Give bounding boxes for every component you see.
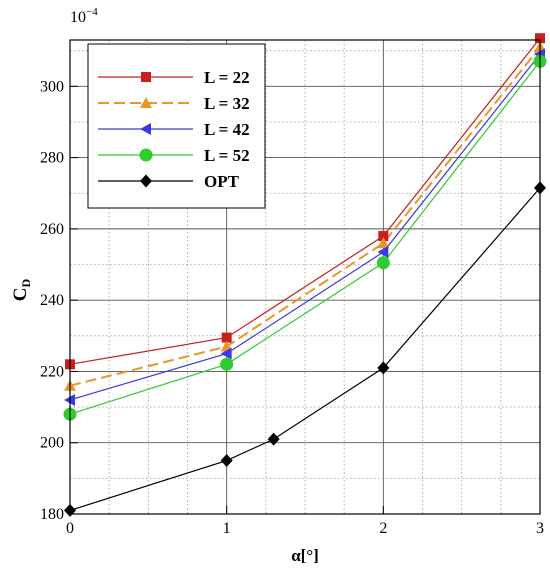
- plot-frame: [69, 39, 541, 515]
- legend-marker-3: [139, 148, 153, 162]
- data-point-3: [376, 256, 390, 270]
- series-line-1: [69, 46, 541, 387]
- series-line-0: [69, 37, 541, 365]
- axis-ticks: [69, 85, 541, 515]
- series-markers: [63, 33, 547, 517]
- series-line-2: [69, 53, 541, 401]
- y-axis-title: CD: [10, 278, 33, 301]
- data-point-1: [377, 237, 390, 249]
- y-multiplier: 10−4: [70, 6, 98, 26]
- x-axis-title: α[°]: [291, 546, 319, 565]
- data-point-0: [378, 231, 389, 242]
- legend-marker-0: [141, 72, 151, 82]
- x-tick-label: 0: [66, 520, 74, 537]
- legend-marker-1: [140, 97, 152, 108]
- x-tick-label: 3: [536, 520, 544, 537]
- data-point-2: [220, 347, 232, 360]
- legend-label-0: L = 22: [204, 68, 250, 87]
- data-point-4: [377, 361, 390, 375]
- y-tick-label: 280: [40, 150, 64, 167]
- data-point-2: [377, 246, 389, 259]
- legend: L = 22 L = 32 L = 42 L = 52 OPT: [87, 43, 266, 209]
- x-tick-label: 2: [379, 520, 387, 537]
- y-tick-label: 240: [40, 292, 64, 309]
- data-point-4: [267, 432, 280, 446]
- y-axis-title-sub: D: [19, 278, 33, 287]
- tick-labels: 0 1 2 3 180 200 220 240 260 280 300: [40, 78, 544, 537]
- y-tick-label: 260: [40, 221, 64, 238]
- legend-label-2: L = 42: [204, 120, 250, 139]
- series-line-3: [69, 61, 541, 415]
- data-point-0: [221, 332, 232, 343]
- data-point-4: [220, 454, 233, 468]
- y-tick-label: 300: [40, 78, 64, 95]
- y-tick-label: 200: [40, 435, 64, 452]
- data-point-0: [535, 33, 545, 44]
- legend-marker-4: [140, 174, 152, 188]
- x-tick-label: 1: [223, 520, 231, 537]
- y-axis-title-main: C: [10, 287, 31, 301]
- y-tick-label: 220: [40, 363, 64, 380]
- legend-marker-2: [140, 123, 151, 135]
- legend-label-1: L = 32: [204, 94, 250, 113]
- y-multiplier-exp: −4: [86, 6, 98, 18]
- data-point-3: [220, 357, 234, 371]
- y-multiplier-base: 10: [70, 9, 86, 26]
- legend-label-4: OPT: [204, 172, 240, 191]
- legend-label-3: L = 52: [204, 146, 250, 165]
- y-tick-label: 180: [40, 506, 64, 523]
